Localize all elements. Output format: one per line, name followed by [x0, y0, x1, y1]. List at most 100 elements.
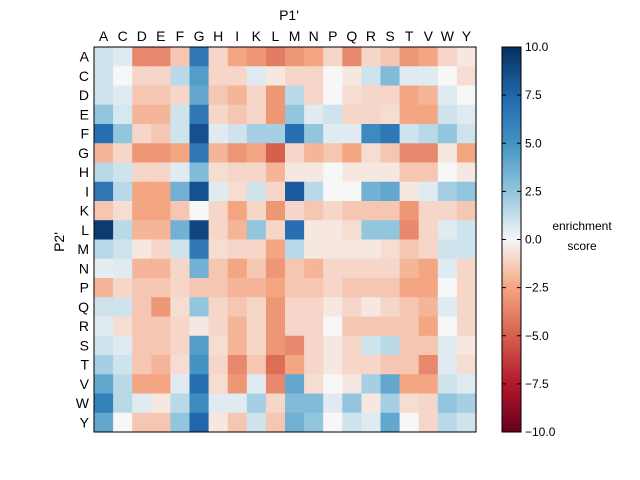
heatmap-cell-F-A: [94, 124, 114, 144]
heatmap-cell-H-L: [265, 162, 286, 183]
heatmap-cell-L-N: [304, 220, 324, 240]
heatmap-cell-I-K: [246, 181, 267, 202]
y-tick-label: C: [79, 68, 89, 84]
heatmap-cell-K-D: [132, 201, 152, 221]
heatmap-cell-Q-E: [151, 297, 171, 317]
heatmap-cell-A-K: [246, 47, 267, 67]
heatmap-cell-L-Q: [342, 220, 362, 240]
heatmap-cell-E-I: [227, 104, 248, 125]
heatmap-cell-N-P: [323, 258, 343, 279]
heatmap-cell-S-L: [265, 335, 286, 356]
heatmap-cell-R-W: [437, 316, 458, 337]
heatmap-cell-K-N: [304, 201, 324, 221]
y-tick-label: K: [80, 203, 90, 219]
heatmap-cell-D-A: [94, 85, 114, 106]
heatmap-cell-V-D: [132, 374, 152, 394]
heatmap-cell-L-C: [113, 220, 133, 240]
heatmap-cell-W-T: [399, 393, 420, 414]
heatmap-cell-G-E: [151, 143, 171, 163]
heatmap-cell-V-H: [208, 374, 229, 394]
heatmap-cell-N-A: [94, 258, 114, 279]
heatmap-cell-H-Q: [342, 162, 362, 183]
heatmap-cell-Q-S: [380, 297, 400, 317]
y-tick-label: Q: [78, 299, 89, 315]
heatmap-cell-H-C: [113, 162, 133, 183]
heatmap-cell-D-Q: [342, 85, 362, 106]
heatmap-cell-L-A: [94, 220, 114, 240]
y-tick-label: E: [80, 106, 89, 122]
heatmap-cell-Q-V: [418, 297, 439, 317]
heatmap-cell-D-H: [208, 85, 229, 106]
heatmap-cell-E-T: [399, 104, 420, 125]
y-tick-label: Y: [80, 414, 90, 430]
heatmap-cell-G-D: [132, 143, 152, 163]
heatmap-cell-H-H: [208, 162, 229, 183]
heatmap-cell-W-C: [113, 393, 133, 414]
heatmap-cell-R-Y: [456, 316, 477, 337]
heatmap-cell-N-C: [113, 258, 133, 279]
heatmap-cell-R-E: [151, 316, 171, 337]
heatmap-cell-A-D: [132, 47, 152, 67]
heatmap-cell-C-P: [323, 66, 343, 86]
heatmap-cell-P-L: [265, 278, 286, 298]
heatmap-cell-W-D: [132, 393, 152, 414]
heatmap-cell-R-I: [227, 316, 248, 337]
heatmap-cell-V-V: [418, 374, 439, 394]
heatmap-cell-T-L: [265, 355, 286, 375]
heatmap-cell-R-G: [189, 316, 209, 337]
heatmap-cell-S-N: [304, 335, 324, 356]
heatmap-cell-W-H: [208, 393, 229, 414]
heatmap-cell-M-D: [132, 239, 152, 260]
heatmap-cell-C-N: [304, 66, 324, 86]
colorbar-tick-label: 10.0: [525, 40, 549, 54]
heatmap-cell-P-D: [132, 278, 152, 298]
colorbar-tick-label: −10.0: [525, 425, 556, 439]
heatmap-cell-L-V: [418, 220, 439, 240]
heatmap-cell-D-M: [285, 85, 305, 106]
heatmap-cell-R-F: [170, 316, 190, 337]
heatmap-cell-K-K: [246, 201, 267, 221]
heatmap-cell-M-G: [189, 239, 209, 260]
heatmap-cell-L-K: [246, 220, 267, 240]
heatmap-cell-C-G: [189, 66, 209, 86]
heatmap-cell-T-T: [399, 355, 420, 375]
heatmap-cell-D-C: [113, 85, 133, 106]
heatmap-cell-V-W: [437, 374, 458, 394]
heatmap-cell-T-C: [113, 355, 133, 375]
heatmap-cell-I-G: [189, 181, 209, 202]
heatmap-cell-R-H: [208, 316, 229, 337]
heatmap-cell-Q-K: [246, 297, 267, 317]
heatmap-cell-A-T: [399, 47, 420, 67]
heatmap-cell-K-E: [151, 201, 171, 221]
heatmap-cell-V-C: [113, 374, 133, 394]
heatmap-cell-W-F: [170, 393, 190, 414]
heatmap-cell-Y-M: [285, 412, 305, 433]
heatmap-cell-N-V: [418, 258, 439, 279]
heatmap-cell-I-Q: [342, 181, 362, 202]
heatmap-cell-D-R: [361, 85, 381, 106]
heatmap-cell-G-I: [227, 143, 248, 163]
heatmap-cell-Y-E: [151, 412, 171, 433]
heatmap-cell-V-G: [189, 374, 209, 394]
heatmap-cell-L-F: [170, 220, 190, 240]
heatmap-cell-N-H: [208, 258, 229, 279]
heatmap-cell-P-T: [399, 278, 420, 298]
heatmap-cell-G-Q: [342, 143, 362, 163]
heatmap-cell-M-N: [304, 239, 324, 260]
heatmap-cell-G-L: [265, 143, 286, 163]
heatmap-cell-F-M: [285, 124, 305, 144]
heatmap-cell-K-I: [227, 201, 248, 221]
heatmap-cell-S-K: [246, 335, 267, 356]
heatmap-cell-M-H: [208, 239, 229, 260]
heatmap-cell-H-V: [418, 162, 439, 183]
heatmap-cell-P-R: [361, 278, 381, 298]
heatmap-cell-N-Y: [456, 258, 477, 279]
heatmap-cell-Y-Q: [342, 412, 362, 433]
heatmap-cell-D-G: [189, 85, 209, 106]
heatmap-cell-E-R: [361, 104, 381, 125]
heatmap-cell-R-C: [113, 316, 133, 337]
heatmap-cell-Q-W: [437, 297, 458, 317]
heatmap-cell-F-C: [113, 124, 133, 144]
heatmap-cell-K-G: [189, 201, 209, 221]
